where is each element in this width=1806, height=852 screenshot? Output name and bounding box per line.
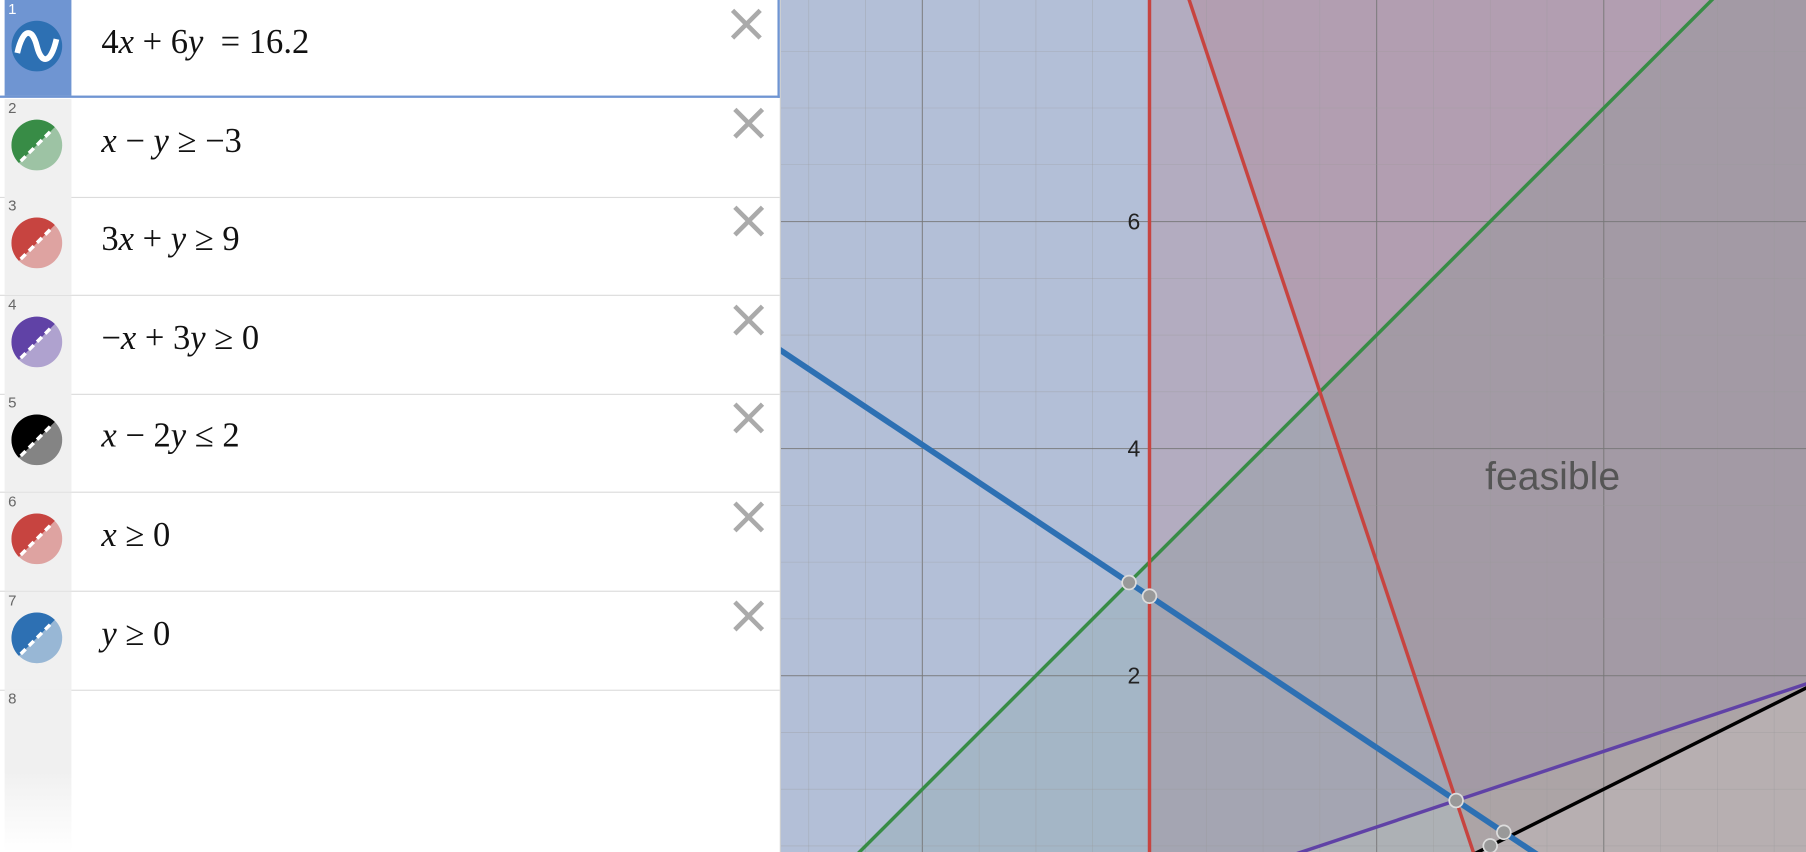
y-tick-label: 4	[1127, 436, 1140, 462]
graph-label: feasible	[1485, 455, 1620, 498]
expression-row[interactable]: 4 −x + 3y ≥ 0	[0, 295, 780, 395]
gutter: 7	[4, 591, 72, 690]
delete-x	[733, 304, 765, 336]
expression-row[interactable]: 1 4x + 6y = 16.2	[0, 0, 780, 98]
expression-text[interactable]: x − 2y ≤ 2	[101, 417, 240, 456]
gutter: 5	[4, 394, 72, 493]
delete-x	[733, 402, 765, 434]
icon-wave	[14, 30, 60, 62]
delete-x	[733, 501, 765, 533]
graph-line	[1187, 0, 1476, 852]
delete-x	[730, 8, 762, 40]
color-icon[interactable]	[9, 610, 64, 665]
expression-list: 1 4x + 6y = 16.2 2 x − y ≥ −3 3 3x + y ≥ 9 4 −x…	[0, 0, 781, 852]
intersection-point[interactable]	[1121, 574, 1137, 591]
expression-row[interactable]: 8	[0, 689, 780, 852]
row-number: 1	[8, 0, 17, 18]
expression-text[interactable]: 3x + y ≥ 9	[101, 220, 240, 259]
icon-dash	[19, 324, 55, 360]
icon-half	[11, 217, 55, 262]
intersection-point[interactable]	[1141, 588, 1158, 604]
icon-half	[11, 119, 55, 163]
icon-dash	[19, 225, 55, 261]
intersection-point[interactable]	[1496, 824, 1512, 841]
expression-row[interactable]: 6 x ≥ 0	[0, 492, 780, 592]
icon-half	[11, 612, 55, 656]
shaded-region	[780, 0, 1806, 852]
expression-text[interactable]: 4x + 6y = 16.2	[101, 23, 310, 62]
shaded-region	[1189, 0, 1806, 852]
expression-text[interactable]: −x + 3y ≥ 0	[101, 318, 260, 357]
graph-line	[1474, 686, 1806, 852]
delete-x	[733, 205, 765, 237]
delete-x	[733, 600, 765, 631]
icon-half	[11, 513, 55, 557]
icon-half	[11, 316, 55, 360]
graph-line	[780, 347, 1539, 852]
delete-button[interactable]	[727, 5, 766, 44]
expression-row[interactable]: 5 x − 2y ≤ 2	[0, 394, 780, 494]
shaded-region	[1149, 0, 1806, 852]
delete-button[interactable]	[729, 300, 768, 339]
color-icon[interactable]	[9, 511, 64, 566]
icon-dash	[19, 127, 55, 162]
row-number: 8	[8, 689, 17, 708]
delete-button[interactable]	[729, 497, 768, 536]
row-number: 2	[8, 98, 17, 116]
gutter: 3	[4, 197, 72, 295]
delete-x	[733, 107, 765, 139]
expression-row[interactable]: 2 x − y ≥ −3	[0, 98, 780, 198]
expression-text[interactable]: x − y ≥ −3	[101, 121, 242, 160]
color-icon[interactable]	[9, 413, 64, 468]
gutter: 8	[4, 689, 72, 852]
row-number: 5	[8, 394, 17, 412]
graph-paper: 2 4 6 feasible	[780, 0, 1806, 852]
color-icon[interactable]	[9, 117, 64, 172]
delete-button[interactable]	[729, 103, 768, 142]
icon-half	[11, 414, 55, 459]
shaded-region	[780, 0, 1806, 852]
icon-dash	[19, 620, 55, 655]
gutter: 1	[4, 0, 72, 96]
row-number: 7	[8, 591, 17, 609]
gutter: 6	[4, 492, 72, 591]
graph-line	[1296, 682, 1806, 852]
shaded-region	[780, 0, 1806, 852]
delete-button[interactable]	[729, 399, 768, 438]
color-icon[interactable]	[9, 18, 64, 73]
y-tick-label: 2	[1127, 663, 1140, 689]
icon-dash	[19, 521, 55, 557]
color-icon[interactable]	[9, 216, 64, 271]
gutter: 4	[4, 295, 72, 394]
y-tick-label: 6	[1127, 209, 1140, 235]
delete-button[interactable]	[729, 202, 768, 241]
color-icon[interactable]	[9, 314, 64, 369]
intersection-point[interactable]	[1448, 792, 1464, 809]
expression-text[interactable]: x ≥ 0	[101, 515, 171, 554]
expression-text[interactable]: y ≥ 0	[101, 614, 171, 653]
row-number: 6	[8, 492, 17, 511]
row-number: 3	[8, 197, 17, 215]
background	[780, 0, 1806, 852]
gutter: 2	[4, 98, 72, 197]
expression-row[interactable]: 3 3x + y ≥ 9	[0, 197, 780, 297]
row-number: 4	[8, 295, 17, 313]
icon-dash	[19, 422, 55, 458]
expression-row[interactable]: 7 y ≥ 0	[0, 591, 780, 691]
delete-button[interactable]	[729, 596, 768, 635]
intersection-point[interactable]	[1482, 838, 1498, 852]
